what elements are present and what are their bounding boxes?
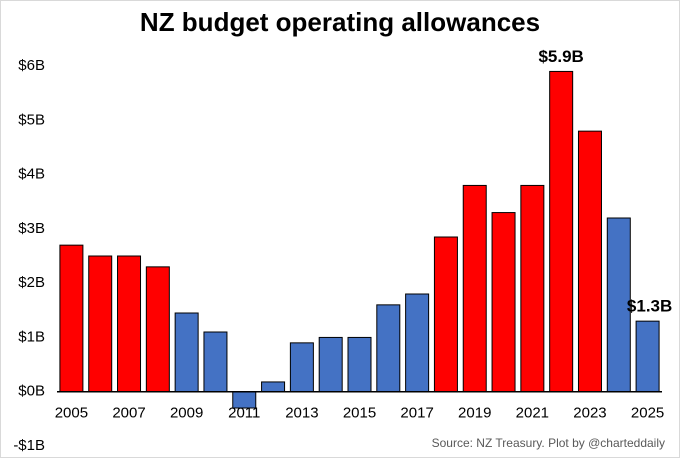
y-tick-label: $4B bbox=[18, 166, 45, 183]
value-label: $5.9B bbox=[538, 47, 583, 66]
bar bbox=[174, 312, 199, 393]
bar bbox=[203, 331, 228, 393]
x-tick-label: 2021 bbox=[516, 405, 549, 422]
y-tick-label: $1B bbox=[18, 328, 45, 345]
bar bbox=[318, 336, 343, 393]
chart-title: NZ budget operating allowances bbox=[140, 7, 540, 37]
x-tick-label: 2017 bbox=[400, 405, 433, 422]
x-tick-label: 2023 bbox=[573, 405, 606, 422]
x-tick-label: 2007 bbox=[112, 405, 145, 422]
y-tick-label: $6B bbox=[18, 57, 45, 74]
value-label: $1.3B bbox=[627, 297, 672, 316]
x-tick-label: 2019 bbox=[458, 405, 491, 422]
x-tick-label: 2009 bbox=[170, 405, 203, 422]
source-note: Source: NZ Treasury. Plot by @charteddai… bbox=[432, 436, 665, 450]
bar bbox=[88, 255, 113, 393]
bar bbox=[433, 236, 458, 393]
x-tick-label: 2005 bbox=[55, 405, 88, 422]
x-tick-label: 2015 bbox=[343, 405, 376, 422]
x-tick-label: 2013 bbox=[285, 405, 318, 422]
bar bbox=[347, 336, 372, 393]
bar bbox=[577, 130, 602, 393]
y-tick-label: $0B bbox=[18, 383, 45, 400]
bar bbox=[289, 342, 314, 393]
y-tick-label: $2B bbox=[18, 274, 45, 291]
y-tick-label: -$1B bbox=[13, 437, 45, 454]
bar bbox=[405, 293, 430, 393]
bar bbox=[462, 184, 487, 393]
y-tick-label: $3B bbox=[18, 220, 45, 237]
bar bbox=[376, 304, 401, 393]
bar bbox=[520, 184, 545, 393]
bar bbox=[635, 320, 660, 393]
bar bbox=[261, 381, 286, 393]
x-tick-label: 2011 bbox=[228, 405, 260, 422]
bar bbox=[117, 255, 142, 393]
y-tick-label: $5B bbox=[18, 111, 45, 128]
bar bbox=[59, 244, 84, 393]
bar bbox=[145, 266, 170, 393]
x-tick-label: 2025 bbox=[631, 405, 664, 422]
bar bbox=[549, 70, 574, 393]
bar bbox=[491, 212, 516, 393]
